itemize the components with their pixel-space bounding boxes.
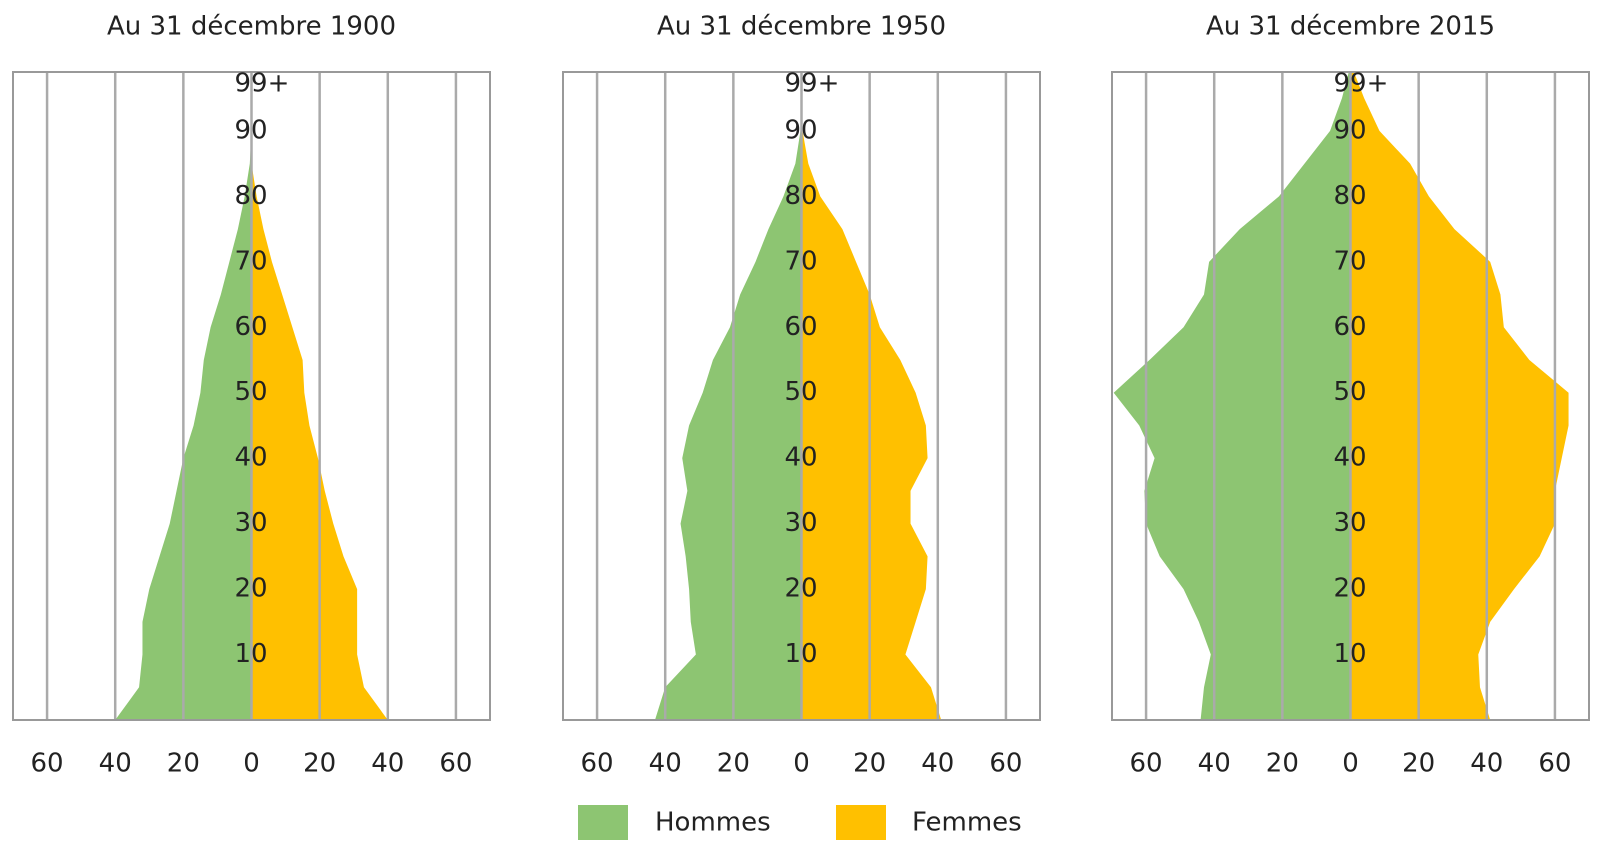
y-tick-label: 10 (1334, 639, 1367, 669)
x-tick-label: 60 (31, 749, 64, 779)
y-tick-label: 70 (1334, 246, 1367, 276)
x-tick-label: 20 (303, 749, 336, 779)
x-tick-label: 40 (99, 749, 132, 779)
x-tick-label: 60 (439, 749, 472, 779)
y-tick-label: 20 (235, 574, 268, 604)
x-tick-label: 20 (853, 749, 886, 779)
y-tick-label: 99+ (235, 69, 290, 99)
y-tick-label: 80 (235, 181, 268, 211)
x-tick-label: 0 (793, 749, 810, 779)
legend-label: Femmes (912, 808, 1022, 838)
x-tick-label: 20 (167, 749, 200, 779)
x-tick-label: 40 (1198, 749, 1231, 779)
y-tick-label: 20 (1334, 574, 1367, 604)
y-tick-label: 40 (235, 443, 268, 473)
chart-title: Au 31 décembre 2015 (1206, 12, 1495, 42)
x-tick-label: 40 (1470, 749, 1503, 779)
y-tick-label: 90 (785, 115, 818, 145)
x-tick-label: 0 (243, 749, 260, 779)
x-tick-label: 0 (1342, 749, 1359, 779)
plot-frame (12, 71, 491, 721)
x-tick-label: 40 (371, 749, 404, 779)
plot-frame (1111, 71, 1590, 721)
y-tick-label: 80 (785, 181, 818, 211)
x-tick-label: 20 (1266, 749, 1299, 779)
women-area (801, 72, 942, 720)
y-tick-label: 99+ (785, 69, 840, 99)
women-area (1350, 72, 1569, 720)
y-tick-label: 50 (785, 377, 818, 407)
x-tick-label: 20 (717, 749, 750, 779)
chart-title: Au 31 décembre 1900 (107, 12, 396, 42)
y-tick-label: 80 (1334, 181, 1367, 211)
x-tick-label: 60 (989, 749, 1022, 779)
y-tick-label: 70 (235, 246, 268, 276)
plot-frame (562, 71, 1041, 721)
y-tick-label: 90 (235, 115, 268, 145)
y-tick-label: 40 (785, 443, 818, 473)
x-tick-label: 20 (1402, 749, 1435, 779)
legend-swatch-men (578, 805, 628, 840)
y-tick-label: 60 (785, 312, 818, 342)
chart-title: Au 31 décembre 1950 (657, 12, 946, 42)
legend-label: Hommes (655, 808, 771, 838)
y-tick-label: 60 (1334, 312, 1367, 342)
y-tick-label: 99+ (1334, 69, 1389, 99)
y-tick-label: 70 (785, 246, 818, 276)
x-tick-label: 60 (1538, 749, 1571, 779)
men-area (115, 72, 252, 720)
x-tick-label: 60 (1130, 749, 1163, 779)
women-area (251, 72, 388, 720)
y-tick-label: 20 (785, 574, 818, 604)
legend-swatch-women (836, 805, 886, 840)
y-tick-label: 90 (1334, 115, 1367, 145)
y-tick-label: 10 (785, 639, 818, 669)
x-tick-label: 40 (649, 749, 682, 779)
y-tick-label: 30 (1334, 508, 1367, 538)
x-tick-label: 40 (921, 749, 954, 779)
men-area (654, 72, 802, 720)
men-area (1113, 72, 1351, 720)
y-tick-label: 50 (1334, 377, 1367, 407)
y-tick-label: 30 (235, 508, 268, 538)
y-tick-label: 60 (235, 312, 268, 342)
y-tick-label: 50 (235, 377, 268, 407)
x-tick-label: 60 (581, 749, 614, 779)
y-tick-label: 40 (1334, 443, 1367, 473)
y-tick-label: 30 (785, 508, 818, 538)
y-tick-label: 10 (235, 639, 268, 669)
